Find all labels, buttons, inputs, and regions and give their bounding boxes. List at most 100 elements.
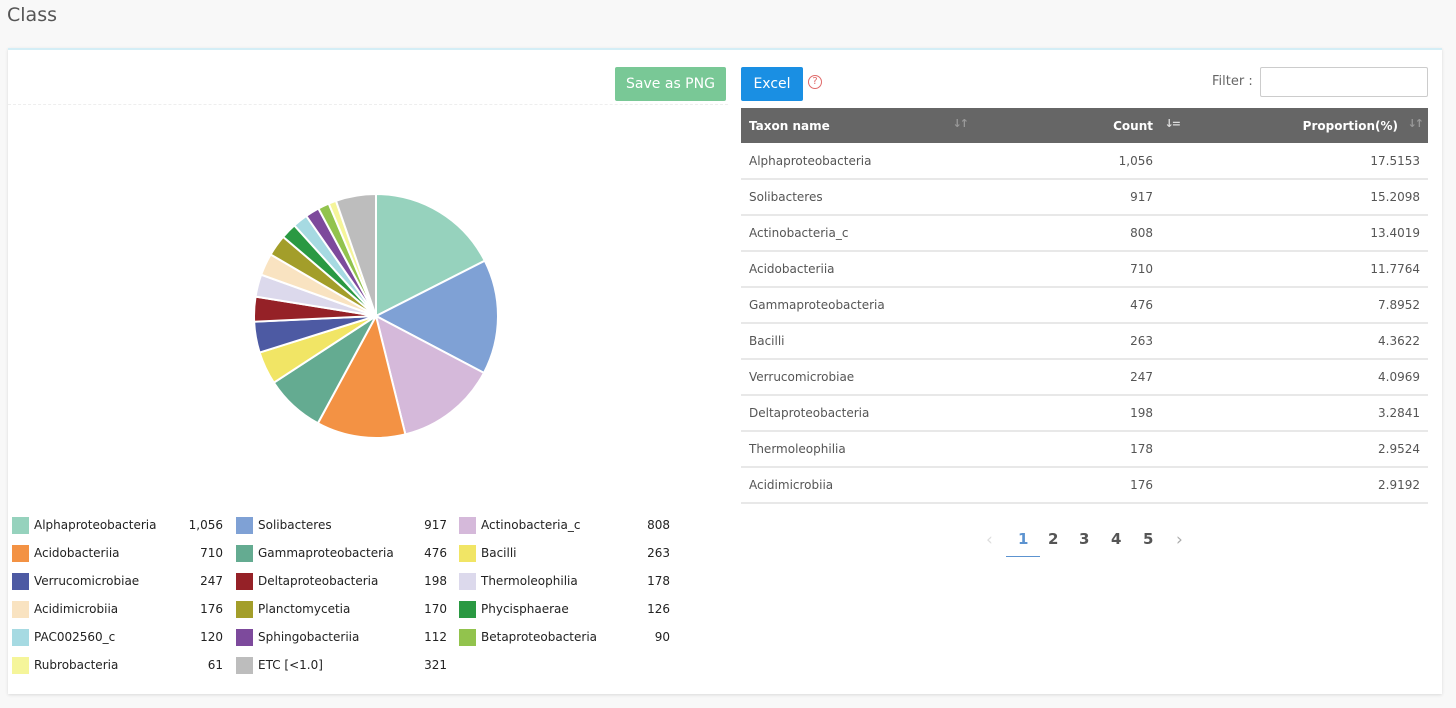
legend-value: 112 <box>424 630 447 644</box>
table-row: Gammaproteobacteria 476 7.8952 <box>741 287 1428 324</box>
cell-proportion: 7.8952 <box>1201 287 1428 324</box>
legend-item[interactable]: Actinobacteria_c 808 <box>459 516 683 536</box>
cell-proportion: 15.2098 <box>1201 179 1428 216</box>
cell-count: 808 <box>981 215 1201 252</box>
column-header-count[interactable]: Count ↓= <box>981 108 1201 143</box>
pie-slice[interactable] <box>374 314 486 436</box>
legend-value: 170 <box>424 602 447 616</box>
legend-value: 61 <box>207 658 223 672</box>
legend-value: 126 <box>647 602 670 616</box>
pie-slice[interactable] <box>316 313 407 439</box>
legend-label: Acidimicrobiia <box>34 602 119 616</box>
prev-page-icon[interactable]: ‹ <box>986 530 993 550</box>
page-title: Class <box>7 4 57 26</box>
legend-value: 90 <box>654 630 670 644</box>
table-row: Verrucomicrobiae 247 4.0969 <box>741 359 1428 396</box>
column-label: Count <box>1113 118 1153 133</box>
legend-value: 1,056 <box>188 518 223 532</box>
cell-count: 176 <box>981 467 1201 504</box>
page-3-button[interactable]: 3 <box>1079 530 1090 548</box>
sort-icon[interactable]: ↓= <box>1164 117 1182 130</box>
legend-value: 808 <box>647 518 670 532</box>
table-row: Alphaproteobacteria 1,056 17.5153 <box>741 143 1428 180</box>
sort-icon[interactable]: ↓↑ <box>1407 117 1425 130</box>
legend-label: Deltaproteobacteria <box>258 574 379 588</box>
legend-label: Thermoleophilia <box>481 574 578 588</box>
table-row: Thermoleophilia 178 2.9524 <box>741 431 1428 468</box>
legend-item[interactable]: Planctomycetia 170 <box>236 600 460 620</box>
save-as-png-button[interactable]: Save as PNG <box>615 67 726 101</box>
legend-item[interactable]: Solibacteres 917 <box>236 516 460 536</box>
legend-swatch <box>12 545 29 562</box>
legend-item[interactable]: Acidobacteriia 710 <box>12 544 236 564</box>
legend-item[interactable]: Verrucomicrobiae 247 <box>12 572 236 592</box>
pie-slice[interactable] <box>375 192 487 318</box>
pie-slice[interactable] <box>373 259 499 375</box>
next-page-icon[interactable]: › <box>1176 530 1183 550</box>
cell-taxon-name: Deltaproteobacteria <box>741 395 981 432</box>
cell-proportion: 4.3622 <box>1201 323 1428 360</box>
toolbar-divider <box>8 104 728 105</box>
column-header-taxon-name[interactable]: Taxon name ↓↑ <box>741 108 981 143</box>
cell-taxon-name: Acidobacteriia <box>741 251 981 288</box>
legend-value: 247 <box>200 574 223 588</box>
page-4-button[interactable]: 4 <box>1111 530 1122 548</box>
filter-label: Filter : <box>1212 74 1253 89</box>
page-5-button[interactable]: 5 <box>1143 530 1154 548</box>
cell-proportion: 2.9192 <box>1201 467 1428 504</box>
excel-export-button[interactable]: Excel <box>741 67 803 101</box>
legend-swatch <box>12 629 29 646</box>
legend-label: Acidobacteriia <box>34 546 120 560</box>
legend-item[interactable]: Acidimicrobiia 176 <box>12 600 236 620</box>
taxa-table: Taxon name ↓↑ Count ↓= Proportion(%) ↓↑ … <box>741 108 1428 504</box>
pagination: ‹ 1 2 3 4 5 › <box>978 526 1198 558</box>
cell-proportion: 11.7764 <box>1201 251 1428 288</box>
help-icon[interactable]: ? <box>808 75 822 89</box>
legend-swatch <box>12 601 29 618</box>
pie-slice[interactable] <box>334 192 377 317</box>
legend-swatch <box>236 517 253 534</box>
sort-icon[interactable]: ↓↑ <box>952 117 970 130</box>
column-label: Taxon name <box>749 118 830 133</box>
page-1-button[interactable]: 1 <box>1006 530 1041 557</box>
table-row: Solibacteres 917 15.2098 <box>741 179 1428 216</box>
cell-proportion: 2.9524 <box>1201 431 1428 468</box>
legend-value: 120 <box>200 630 223 644</box>
filter-input[interactable] <box>1260 67 1428 97</box>
legend-item[interactable]: Gammaproteobacteria 476 <box>236 544 460 564</box>
cell-taxon-name: Acidimicrobiia <box>741 467 981 504</box>
pie-chart <box>253 192 499 439</box>
cell-taxon-name: Gammaproteobacteria <box>741 287 981 324</box>
legend-value: 178 <box>647 574 670 588</box>
legend-item[interactable]: Deltaproteobacteria 198 <box>236 572 460 592</box>
cell-count: 1,056 <box>981 143 1201 180</box>
page-2-button[interactable]: 2 <box>1048 530 1059 548</box>
cell-proportion: 3.2841 <box>1201 395 1428 432</box>
legend-item[interactable]: Phycisphaerae 126 <box>459 600 683 620</box>
cell-taxon-name: Solibacteres <box>741 179 981 216</box>
table-row: Acidimicrobiia 176 2.9192 <box>741 467 1428 504</box>
legend-label: Actinobacteria_c <box>481 518 581 532</box>
legend-label: Alphaproteobacteria <box>34 518 157 532</box>
cell-count: 263 <box>981 323 1201 360</box>
table-row: Deltaproteobacteria 198 3.2841 <box>741 395 1428 432</box>
legend-item[interactable]: Thermoleophilia 178 <box>459 572 683 592</box>
column-header-proportion[interactable]: Proportion(%) ↓↑ <box>1201 108 1428 143</box>
legend-value: 176 <box>200 602 223 616</box>
legend-swatch <box>459 601 476 618</box>
legend-item[interactable]: Rubrobacteria 61 <box>12 656 236 676</box>
legend-label: Solibacteres <box>258 518 332 532</box>
legend-item[interactable]: PAC002560_c 120 <box>12 628 236 648</box>
legend-item[interactable]: Alphaproteobacteria 1,056 <box>12 516 236 536</box>
legend-item[interactable]: ETC [<1.0] 321 <box>236 656 460 676</box>
class-panel: Save as PNG Excel ? Filter : Alphaproteo… <box>8 48 1442 694</box>
cell-proportion: 4.0969 <box>1201 359 1428 396</box>
legend-item[interactable]: Bacilli 263 <box>459 544 683 564</box>
legend-label: Phycisphaerae <box>481 602 569 616</box>
legend-item[interactable]: Sphingobacteriia 112 <box>236 628 460 648</box>
legend-label: Sphingobacteriia <box>258 630 360 644</box>
legend-item[interactable]: Betaproteobacteria 90 <box>459 628 683 648</box>
legend-value: 710 <box>200 546 223 560</box>
cell-count: 710 <box>981 251 1201 288</box>
legend-label: Gammaproteobacteria <box>258 546 394 560</box>
